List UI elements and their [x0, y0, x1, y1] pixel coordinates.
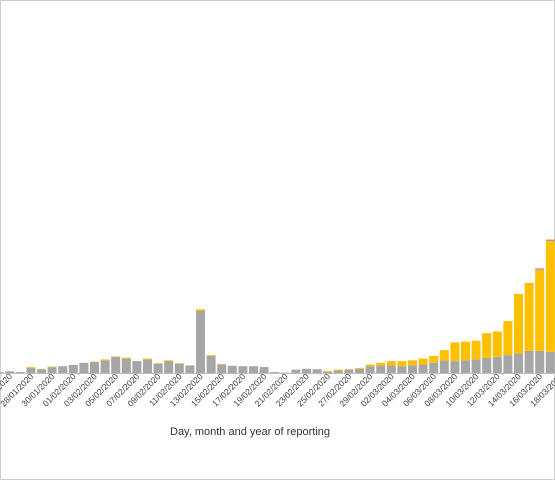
bar-yellow-53	[545, 241, 555, 352]
bar-gray-8	[68, 364, 78, 373]
bar-yellow-15	[143, 358, 152, 360]
bar-yellow-42	[429, 356, 439, 363]
bar-gray-21	[206, 356, 216, 373]
bar-gray-9	[79, 362, 89, 373]
bar-yellow-4	[26, 367, 36, 368]
bar-gray-46	[471, 359, 481, 373]
bar-gray-1	[0, 372, 4, 373]
bar-yellow-32	[323, 370, 333, 372]
bar-gray-40	[408, 365, 417, 374]
x-axis-title: Day, month and year of reporting	[170, 426, 330, 438]
bar-yellow-41	[418, 358, 428, 365]
bar-yellow-43	[439, 350, 449, 361]
bar-gray-42	[429, 362, 439, 373]
bar-gray-44	[450, 361, 460, 373]
bar-gray-34	[344, 369, 354, 373]
bar-yellow-51	[524, 282, 534, 351]
bar-yellow-13	[121, 357, 131, 359]
bar-yellow-38	[386, 361, 396, 366]
bar-gray-43	[439, 360, 449, 374]
bar-gray-23	[227, 365, 237, 373]
bar-yellow-48	[492, 331, 502, 357]
bar-blue-52	[535, 269, 545, 271]
bar-yellow-33	[333, 369, 343, 371]
bar-gray-36	[365, 366, 375, 373]
bar-orange-52	[535, 268, 545, 270]
x-tick-labels: 24/01/202026/01/202028/01/202030/01/2020…	[0, 371, 555, 408]
bar-gray-45	[461, 360, 470, 374]
bar-yellow-44	[450, 342, 460, 362]
bar-gray-37	[376, 365, 386, 374]
bar-gray-20	[196, 310, 205, 373]
bar-yellow-45	[461, 341, 470, 361]
bar-yellow-49	[503, 321, 513, 356]
bar-gray-16	[153, 363, 163, 373]
bar-gray-17	[164, 361, 174, 373]
bar-yellow-52	[535, 270, 545, 351]
bar-yellow-20	[196, 309, 205, 311]
bar-gray-48	[492, 356, 502, 374]
bar-yellow-11	[100, 359, 110, 361]
bar-gray-52	[535, 350, 545, 373]
bar-yellow-40	[408, 360, 417, 366]
bar-gray-25	[249, 366, 258, 373]
bar-orange-53	[545, 239, 555, 241]
bar-yellow-36	[365, 364, 375, 367]
bar-gray-22	[217, 364, 227, 373]
bar-gray-10	[90, 361, 99, 373]
bar-gray-35	[355, 368, 364, 374]
bar-gray-4	[26, 367, 36, 373]
bar-gray-33	[333, 370, 343, 373]
bar-gray-5	[37, 369, 46, 373]
bar-gray-49	[503, 355, 513, 373]
bar-gray-15	[143, 359, 152, 373]
bar-yellow-35	[355, 367, 364, 369]
bar-gray-53	[545, 351, 555, 374]
bar-gray-2	[5, 371, 15, 373]
bar-gray-50	[514, 353, 523, 373]
bar-gray-12	[111, 356, 121, 374]
bar-gray-26	[259, 367, 269, 374]
bar-gray-29	[291, 369, 301, 373]
bar-gray-30	[302, 368, 311, 374]
bar-yellow-50	[514, 293, 523, 354]
bar-yellow-46	[471, 340, 481, 360]
bar-gray-11	[100, 360, 110, 374]
bar-gray-32	[323, 371, 333, 373]
bar-yellow-47	[482, 333, 492, 358]
bar-blue-53	[545, 240, 555, 242]
bar-gray-7	[58, 366, 68, 373]
bar-gray-14	[132, 361, 142, 373]
bar-yellow-21	[206, 355, 216, 356]
bar-gray-39	[397, 366, 407, 373]
bar-gray-3	[15, 372, 25, 373]
bar-yellow-37	[376, 362, 386, 366]
bar-gray-31	[312, 369, 322, 373]
bar-gray-24	[238, 366, 248, 373]
bar-gray-38	[386, 365, 396, 374]
bar-yellow-39	[397, 361, 407, 367]
bar-gray-13	[121, 358, 131, 374]
bar-gray-6	[47, 367, 57, 374]
bar-gray-47	[482, 357, 492, 373]
bar-gray-51	[524, 350, 534, 373]
bars-group	[0, 239, 555, 374]
bar-yellow-17	[164, 360, 174, 362]
bar-gray-27	[270, 372, 280, 373]
bar-gray-41	[418, 364, 428, 373]
bar-gray-18	[174, 363, 184, 373]
bar-gray-19	[185, 365, 195, 374]
